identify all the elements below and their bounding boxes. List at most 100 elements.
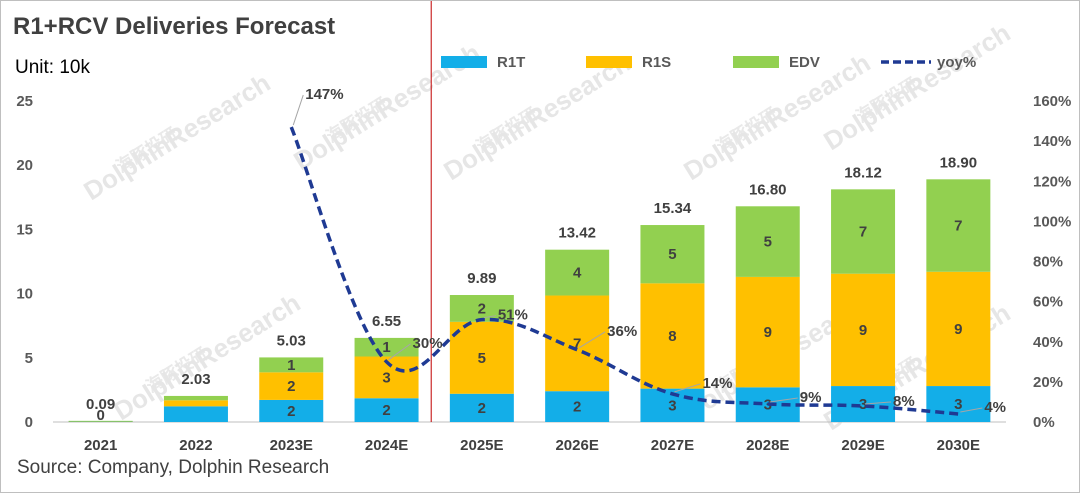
legend-swatch-edv <box>733 56 779 68</box>
bar-value-label: 3 <box>859 396 867 413</box>
y-left-tick-label: 0 <box>25 414 33 431</box>
bar-edv-2022 <box>163 395 228 401</box>
x-category-label: 2027E <box>651 437 694 454</box>
bar-value-label: 7 <box>954 218 962 235</box>
bar-r1s-2027e <box>640 283 705 389</box>
yoy-value-label: 30% <box>413 335 443 352</box>
y-left-tick-label: 10 <box>16 286 33 303</box>
y-right-tick-label: 100% <box>1033 213 1071 230</box>
y-right-tick-label: 20% <box>1033 374 1063 391</box>
bar-r1t-2023e <box>259 399 324 422</box>
bar-value-label: 2 <box>478 300 486 317</box>
y-left-tick-label: 5 <box>25 350 33 367</box>
x-category-label: 2023E <box>270 437 313 454</box>
y-left-tick-label: 20 <box>16 157 33 174</box>
bar-total-label: 15.34 <box>654 200 692 217</box>
legend-label: EDV <box>789 54 820 71</box>
yoy-value-label: 51% <box>498 307 528 324</box>
bar-r1s-2030e <box>926 271 991 387</box>
bar-edv-2030e <box>926 179 991 272</box>
bar-total-label: 16.80 <box>749 181 787 198</box>
y-right-tick-label: 60% <box>1033 294 1063 311</box>
x-category-label: 2024E <box>365 437 408 454</box>
bar-r1s-2026e <box>545 295 610 392</box>
bar-total-label: 5.03 <box>277 332 306 349</box>
bar-r1s-2022 <box>163 400 228 407</box>
yoy-value-label: 4% <box>984 399 1006 416</box>
x-category-label: 2025E <box>460 437 503 454</box>
bar-value-label: 9 <box>764 324 772 341</box>
bar-total-label: 13.42 <box>558 225 596 242</box>
unit-label: Unit: 10k <box>15 57 90 78</box>
legend-label: yoy% <box>937 54 976 71</box>
yoy-leader-line <box>674 383 701 393</box>
x-category-label: 2021 <box>84 437 117 454</box>
bar-edv-2023e <box>259 357 324 373</box>
bar-value-label: 3 <box>382 369 390 386</box>
legend-swatch-r1s <box>586 56 632 68</box>
bar-value-label: 7 <box>859 224 867 241</box>
yoy-value-label: 14% <box>702 375 732 392</box>
yoy-value-label: 9% <box>800 389 822 406</box>
bar-value-label: 2 <box>573 399 581 416</box>
bar-edv-2028e <box>735 206 800 277</box>
bar-total-label: 2.03 <box>181 371 210 388</box>
y-left-tick-label: 15 <box>16 221 33 238</box>
bar-value-label: 5 <box>668 246 676 263</box>
bar-total-label: 18.12 <box>844 164 882 181</box>
bar-value-label: 1 <box>287 357 295 374</box>
bar-value-label: 2 <box>478 400 486 417</box>
bar-value-label: 1 <box>382 339 390 356</box>
y-right-tick-label: 80% <box>1033 254 1063 271</box>
y-right-tick-label: 0% <box>1033 414 1055 431</box>
yoy-leader-line <box>388 343 411 361</box>
y-right-tick-label: 40% <box>1033 334 1063 351</box>
bar-value-label: 3 <box>954 396 962 413</box>
x-category-label: 2030E <box>937 437 980 454</box>
bar-value-label: 2 <box>287 403 295 420</box>
bar-value-label: 7 <box>573 335 581 352</box>
bar-edv-2026e <box>545 249 610 296</box>
x-category-label: 2028E <box>746 437 789 454</box>
bar-r1t-2026e <box>545 391 610 422</box>
source-note: Source: Company, Dolphin Research <box>17 457 330 478</box>
y-right-tick-label: 120% <box>1033 173 1071 190</box>
bar-total-label: 6.55 <box>372 313 401 330</box>
bar-edv-2024e <box>354 337 419 357</box>
bar-total-label: 9.89 <box>467 270 496 287</box>
bar-r1s-2025e <box>449 321 514 394</box>
bar-r1t-2030e <box>926 386 991 422</box>
yoy-leader-line <box>292 94 304 126</box>
yoy-leader-line <box>769 397 798 403</box>
x-category-label: 2026E <box>555 437 598 454</box>
bar-value-label: 2 <box>382 402 390 419</box>
bar-value-label: 9 <box>954 321 962 338</box>
bar-edv-2025e <box>449 295 514 322</box>
legend-swatch-r1t <box>441 56 487 68</box>
bar-value-label: 3 <box>668 397 676 414</box>
yoy-leader-line <box>483 315 496 319</box>
bar-r1s-2028e <box>735 276 800 388</box>
bar-r1s-2029e <box>831 273 896 387</box>
yoy-value-label: 147% <box>305 86 343 103</box>
bar-value-label: 2 <box>287 378 295 395</box>
yoy-leader-line <box>960 407 983 413</box>
bar-value-label: 0 <box>96 407 104 424</box>
bar-value-label: 5 <box>764 234 772 251</box>
legend-label: R1S <box>642 54 671 71</box>
bar-r1t-2022 <box>163 406 228 422</box>
bar-value-label: 4 <box>573 265 582 282</box>
bar-total-label: 18.90 <box>940 154 978 171</box>
yoy-value-label: 36% <box>607 323 637 340</box>
yoy-leader-line <box>578 331 606 349</box>
y-right-tick-label: 160% <box>1033 93 1071 110</box>
y-right-tick-label: 140% <box>1033 133 1071 150</box>
bar-value-label: 9 <box>859 322 867 339</box>
bar-total-label: 0.09 <box>86 396 115 413</box>
legend-label: R1T <box>497 54 525 71</box>
bar-value-label: 5 <box>478 350 486 367</box>
yoy-leader-line <box>865 401 892 405</box>
bar-edv-2027e <box>640 225 705 284</box>
bar-r1t-2025e <box>449 393 514 422</box>
